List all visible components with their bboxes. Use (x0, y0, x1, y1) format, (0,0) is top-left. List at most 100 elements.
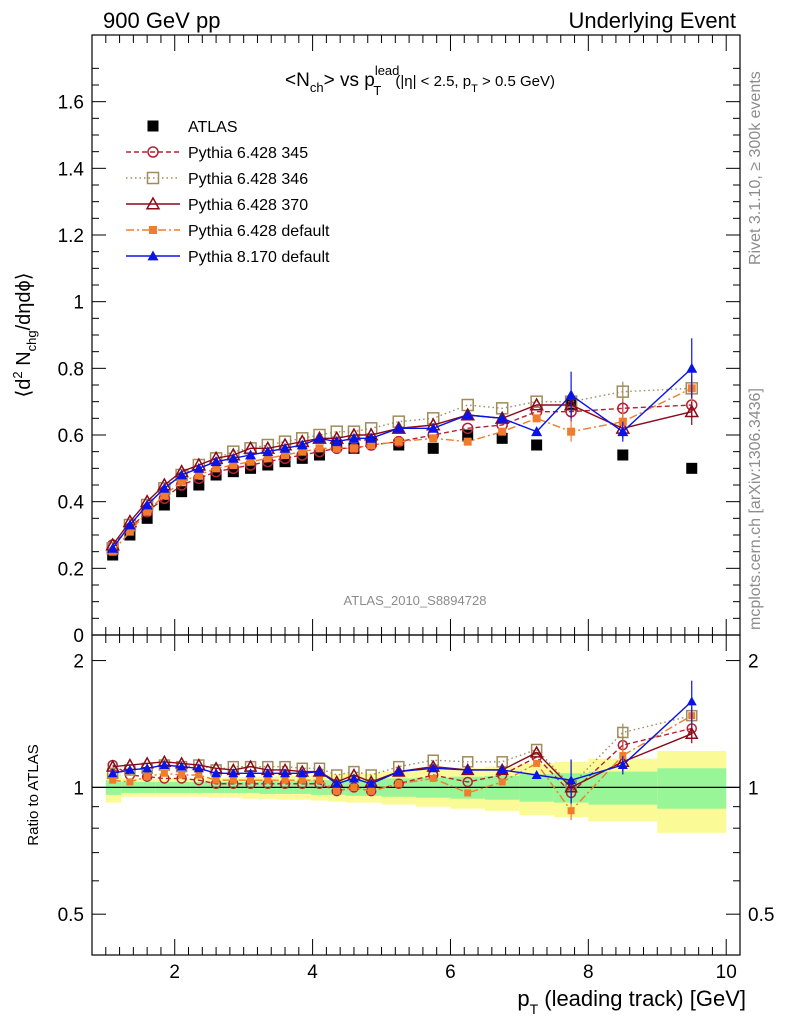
data-point (194, 471, 203, 479)
ratio-point (315, 776, 323, 784)
data-point (567, 427, 576, 436)
data-point (313, 449, 325, 461)
data-point (496, 432, 508, 444)
data-point (686, 362, 698, 373)
ratio-point (245, 768, 256, 778)
ratio-point (297, 768, 308, 778)
data-point (160, 491, 169, 499)
ratio-point (530, 743, 543, 756)
ratio-point (312, 764, 327, 777)
data-point (348, 432, 360, 443)
ratio-y-tick-label: 2 (73, 652, 84, 673)
ratio-point (393, 766, 404, 776)
data-point (532, 414, 541, 423)
ratio-series-4 (107, 680, 697, 804)
main-panel: 0 0.2 0.4 0.6 0.8 1 1.2 1.4 1.6 <Nch> vs plead T(… (10, 34, 741, 647)
data-point (298, 447, 307, 456)
data-point (529, 397, 544, 411)
data-point (461, 422, 474, 435)
data-point (263, 454, 272, 463)
data-point (348, 442, 360, 455)
ratio-point (107, 768, 118, 778)
ratio-point (281, 776, 289, 784)
data-point (125, 527, 134, 536)
data-point (193, 479, 205, 491)
data-point (245, 462, 257, 474)
y-tick-label: 1.6 (58, 93, 84, 114)
legend-entry: Pythia 6.428 345 (188, 145, 308, 162)
ratio-frame (91, 634, 741, 956)
data-point (530, 395, 543, 408)
data-point (124, 519, 136, 530)
data-point (176, 469, 188, 480)
ratio-point (142, 763, 153, 773)
ratio-point (567, 807, 575, 815)
ratio-point (160, 769, 168, 777)
ratio-point (429, 774, 437, 782)
ratio-point (366, 778, 377, 788)
ratio-point (124, 764, 135, 774)
ratio-point (212, 776, 220, 784)
ratio-point (462, 776, 473, 788)
legend-entry: Pythia 6.428 default (188, 223, 330, 240)
data-point (498, 427, 507, 436)
x-tick-label: 2 (169, 962, 180, 983)
ratio-point (348, 782, 360, 793)
ratio-point (464, 789, 472, 797)
ratio-y-tick-label-right: 0.5 (748, 905, 774, 926)
data-point (463, 437, 472, 446)
data-point (429, 434, 438, 443)
data-point (315, 444, 324, 453)
ratio-point (498, 778, 506, 786)
legend-entry: ATLAS (188, 119, 238, 136)
y-tick-label: 0.2 (58, 559, 84, 580)
ratio-point (393, 778, 405, 790)
ratio-point (617, 726, 629, 739)
data-point (617, 449, 629, 461)
ratio-point (684, 726, 699, 739)
data-point (393, 422, 405, 433)
series-5 (107, 338, 698, 553)
data-point (229, 461, 238, 469)
ratio-y-tick-label: 1 (73, 778, 84, 799)
ratio-axis-ticks: 0.5 0.5 1 1 2 2 2 4 6 8 10 (58, 635, 774, 983)
y-tick-label: 0.6 (58, 426, 84, 447)
data-point (143, 507, 152, 516)
data-point (210, 456, 222, 467)
ratio-point (395, 780, 403, 788)
ratio-point (264, 776, 272, 784)
x-tick-label: 10 (716, 962, 737, 983)
data-point (227, 466, 239, 478)
ratio-ylabel: Ratio to ATLAS (25, 744, 42, 845)
data-point (262, 446, 274, 457)
data-point (427, 422, 439, 433)
main-ylabel: ⟨d2 Nchg/dηdϕ⟩ (10, 272, 39, 397)
x-axis-label: pT (leading track) [GeV] (517, 986, 746, 1017)
x-tick-label: 4 (307, 962, 318, 983)
ratio-point (262, 768, 273, 778)
watermark: ATLAS_2010_S8894728 (344, 593, 487, 608)
x-tick-label: 8 (583, 962, 594, 983)
header-left: 900 GeV pp (103, 8, 220, 33)
data-point (394, 437, 403, 446)
data-point (141, 512, 153, 524)
ratio-point (195, 771, 203, 779)
ratio-point (367, 787, 375, 795)
y-tick-label: 0.4 (58, 493, 85, 514)
ratio-point (428, 763, 439, 773)
ratio-point (193, 763, 204, 773)
data-point (279, 442, 291, 453)
mcplots-label: mcplots.cern.ch [arXiv:1306.3436] (747, 388, 764, 630)
data-point (107, 542, 119, 553)
x-tick-label: 6 (445, 962, 456, 983)
ratio-point (462, 764, 473, 774)
ratio-point (229, 776, 237, 784)
data-point (531, 426, 543, 437)
rivet-label: Rivet 3.1.10, ≥ 300k events (747, 71, 764, 265)
data-point (279, 456, 291, 468)
legend-entry: Pythia 6.428 370 (188, 197, 308, 214)
ratio-point (333, 787, 341, 795)
ratio-point (228, 768, 239, 778)
data-point (462, 429, 474, 441)
